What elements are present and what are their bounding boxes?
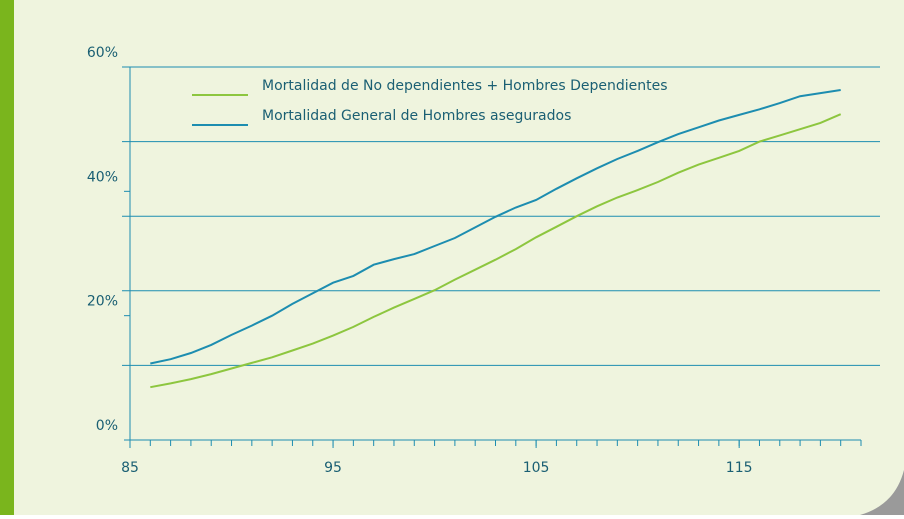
x-tick-label: 115 [726, 460, 753, 476]
x-tick-label: 85 [121, 460, 139, 476]
corner [860, 470, 904, 515]
series-line [150, 113, 842, 389]
y-tick-label: 40% [87, 169, 118, 185]
y-tick-label: 60% [87, 45, 118, 61]
legend-label: Mortalidad General de Hombres asegurados [262, 108, 571, 124]
side-bar [0, 0, 14, 515]
y-tick-label: 0% [96, 418, 118, 434]
series-line [150, 89, 841, 365]
x-tick-label: 105 [523, 460, 550, 476]
legend-label: Mortalidad de No dependientes + Hombres … [262, 78, 668, 94]
y-tick-label: 20% [87, 294, 118, 310]
x-tick-label: 95 [324, 460, 342, 476]
